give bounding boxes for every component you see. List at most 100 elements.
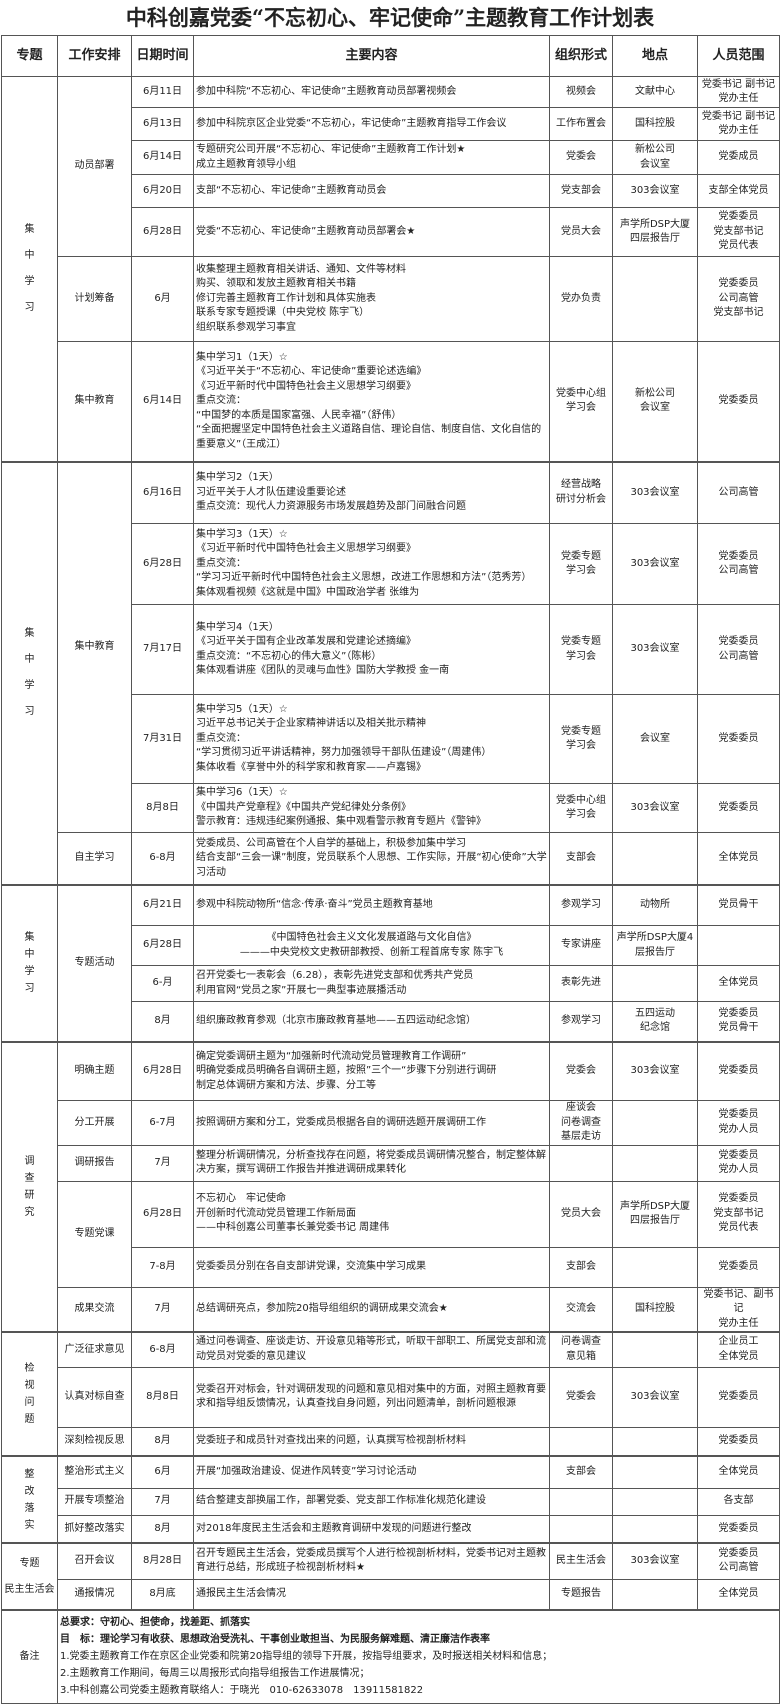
people-cell: 党委委员 公司高管 党支部书记 — [697, 256, 780, 342]
table-row: 调研报告 7月 整理分析调研情况，分析查找存在问题，将党委成员调研情况整合，制定整体… — [2, 1144, 780, 1182]
people-cell: 党委委员 — [697, 1040, 780, 1101]
text-line: 学习会 — [566, 402, 596, 414]
table-row: 检视问题 广泛征求意见 6-8月 通过问卷调查、座谈走访、开设意见箱等形式，听取干部职… — [1, 1331, 780, 1457]
text-line: 确定党委调研主题为“加强新时代流动党员管理教育工作调研” — [196, 1050, 467, 1062]
place-cell: 303会议室 — [612, 460, 698, 524]
text-line: 党员骨干 — [718, 1022, 759, 1034]
form-cell: 党委会 — [549, 1366, 613, 1428]
text-line: 党委委员 — [718, 1109, 759, 1121]
text-line: 纪念馆 — [640, 1022, 670, 1034]
people-cell: 党委委员 党员骨干 — [697, 1001, 780, 1042]
content-cell: 召开专题民主生活会，党委成员撰写个人进行检视剖析材料，党委书记对主题教育进行总结… — [193, 1542, 550, 1580]
table-row: 抓好整改落实 8月 对2018年度民主生活会和主题教育调研中发现的问题进行整改 党委委… — [2, 1514, 780, 1544]
text-line: “学习贯彻习近平讲话精神，努力加强领导干部队伍建设”（周建伟） — [196, 747, 492, 759]
section-name: 整改落实 — [24, 1468, 35, 1531]
date-cell: 8月8日 — [131, 783, 194, 833]
people-cell — [697, 925, 780, 966]
text-line: 《中国共产党章程》《中国共产党纪律处分条例》 — [196, 801, 411, 813]
text-line: 结合整建支部换届工作，部署党委、党支部工作标准化规范化建设 — [196, 1495, 486, 1507]
text-line: 党委委员 — [718, 1149, 759, 1161]
text-line: 专题报告 — [561, 1588, 601, 1599]
text-line: 全体党员 — [718, 1466, 759, 1477]
table-row: 集中学习 集中教育 6月16日 集中学习2（1天） 习近平关于人才队伍建设重要论述 重点交… — [1, 460, 780, 885]
remarks-row: 备注 总要求：守初心、担使命，找差距、抓落实目 标：理论学习有收获、思想政治受洗礼… — [1, 1609, 780, 1704]
page-title: 中科创嘉党委“不忘初心、牢记使命”主题教育工作计划表 — [125, 5, 655, 30]
header-row: 专题 工作安排 日期时间 主要内容 组织形式 地点 人员范围 — [1, 35, 780, 77]
text-line: 党员代表 — [718, 1222, 759, 1234]
place-cell — [612, 1100, 698, 1146]
text-line: 学习会 — [566, 565, 596, 576]
people-cell: 党委委员 公司高管 — [697, 1542, 780, 1580]
table-row: 集中教育 6月14日 集中学习1（1天）☆ 《习近平关于“不忘初心、牢记使命”重要论述… — [2, 341, 780, 462]
people-cell: 支部全体党员 — [697, 174, 780, 208]
place-cell: 动物所 — [612, 883, 698, 926]
arrangement-cell: 抓好整改落实 — [57, 1514, 132, 1544]
place-cell: 新松公司 会议室 — [612, 140, 698, 175]
text-line: 党委中心组 — [556, 794, 606, 806]
section-name: 集中学习 — [24, 223, 35, 313]
date-cell: 6月28日 — [131, 523, 194, 605]
section-cell: 检视问题 — [1, 1331, 58, 1457]
text-line: 党委委员 — [718, 1522, 759, 1534]
content-cell: 参加中科院京区企业党委“不忘初心，牢记使命”主题教育指导工作会议 — [193, 107, 550, 141]
text-line: 党委委员 — [718, 211, 759, 223]
remarks-line: 3.中科创嘉公司党委主题教育联络人：于晓光 010-62633078 13911… — [60, 1685, 424, 1697]
people-cell: 党委委员 — [697, 1426, 780, 1457]
text-line: 参观中科院动物所“信念·传承·奋斗”党员主题教育基地 — [196, 899, 433, 910]
content-cell: 《中国特色社会主义文化发展道路与文化自信》 ———中央党校文史教研部教授、创新工程… — [193, 925, 550, 966]
text-line: 会议室 — [640, 402, 670, 414]
text-line: 学习会 — [566, 740, 596, 751]
text-line: 重点交流：现代人力资源服务市场发展趋势及部门间融合问题 — [196, 501, 466, 512]
remarks-label: 备注 — [1, 1609, 58, 1704]
content-cell: 通报民主生活会情况 — [193, 1578, 550, 1611]
table-row: 计划筹备 6月 收集整理主题教育相关讲话、通知、文件等材料 购买、领取和发放主题教育相… — [2, 256, 780, 342]
content-cell: 党委“不忘初心、牢记使命”主题教育动员部署会★ — [193, 207, 550, 257]
content-cell: 集中学习6（1天）☆ 《中国共产党章程》《中国共产党纪律处分条例》 警示教育：违规违… — [193, 783, 550, 833]
table-row: 6月20日 支部“不忘初心、牢记使命”主题教育动员会 党支部会 303会议室 支部全体党… — [2, 174, 780, 208]
text-line: 利用官网“党员之家”开展七一典型事迹展播活动 — [196, 984, 407, 996]
text-line: 全体党员 — [718, 1588, 759, 1599]
people-cell: 党委委员 — [697, 341, 780, 462]
table-row: 认真对标自查 8月8日 党委召开对标会，针对调研发现的问题和意见相对集中的方面，对照… — [2, 1366, 780, 1428]
text-line: 警示教育：违规违纪案例通报、集中观看警示教育专题片《警钟》 — [196, 816, 486, 828]
people-cell: 全体党员 — [697, 965, 780, 1002]
form-cell: 党委专题 学习会 — [549, 604, 613, 695]
text-line: 党委中心组 — [556, 387, 606, 399]
place-cell — [612, 1331, 698, 1368]
place-cell: 新松公司 会议室 — [612, 341, 698, 462]
text-line: 国科控股 — [635, 117, 675, 129]
text-line: 党委委员 — [718, 1007, 759, 1019]
date-cell: 6-7月 — [131, 1100, 194, 1146]
arrangement-cell: 成果交流 — [57, 1286, 132, 1333]
place-cell: 303会议室 — [612, 1542, 698, 1580]
date-cell: 6-月 — [131, 965, 194, 1002]
header-date: 日期时间 — [131, 35, 194, 77]
text-line: 党委书记 副书记 — [701, 110, 776, 122]
text-line: 党委委员 — [718, 1065, 759, 1076]
text-line: 五四运动 — [635, 1007, 675, 1019]
text-line: 不忘初心 牢记使命 — [196, 1193, 286, 1205]
text-line: 党委委员 — [718, 1435, 759, 1446]
date-cell: 6月11日 — [131, 76, 194, 108]
text-line: 参观学习 — [561, 1015, 601, 1026]
table-row: 整改落实 整治形式主义 6月 开展“加强政治建设、促进作风转变”学习讨论活动 支部会 全体… — [1, 1455, 780, 1544]
place-cell — [612, 1487, 698, 1516]
text-line: 303会议室 — [630, 184, 680, 196]
form-cell: 表彰先进 — [549, 965, 613, 1002]
text-line: 交流会 — [566, 1303, 596, 1314]
text-line: ———中央党校文史教研部教授、创新工程首席专家 陈宇飞 — [239, 946, 504, 958]
content-cell: 收集整理主题教育相关讲话、通知、文件等材料 购买、领取和发放主题教育相关书籍 修订完… — [193, 256, 550, 342]
section-cell: 集中学习 — [1, 76, 58, 462]
text-line: 党委会 — [566, 1065, 596, 1076]
text-line: 党支部书记 — [713, 307, 764, 319]
people-cell: 公司高管 — [697, 460, 780, 524]
content-cell: 不忘初心 牢记使命 开创新时代流动党员管理工作新局面 ——中科创嘉公司董事长兼党委书… — [193, 1180, 550, 1248]
text-line: 党委专题 — [561, 636, 601, 647]
content-cell: 总结调研亮点，参加院20指导组组织的调研成果交流会★ — [193, 1286, 550, 1333]
table-row: 调查研究 明确主题 6月28日 确定党委调研主题为“加强新时代流动党员管理教育工作调研… — [1, 1040, 780, 1333]
date-cell: 7月 — [131, 1144, 194, 1182]
text-line: 党员大会 — [561, 225, 601, 237]
text-line: 党办负责 — [561, 292, 601, 304]
arrangement-cell: 调研报告 — [57, 1144, 132, 1182]
section-cell: 整改落实 — [1, 1455, 58, 1544]
